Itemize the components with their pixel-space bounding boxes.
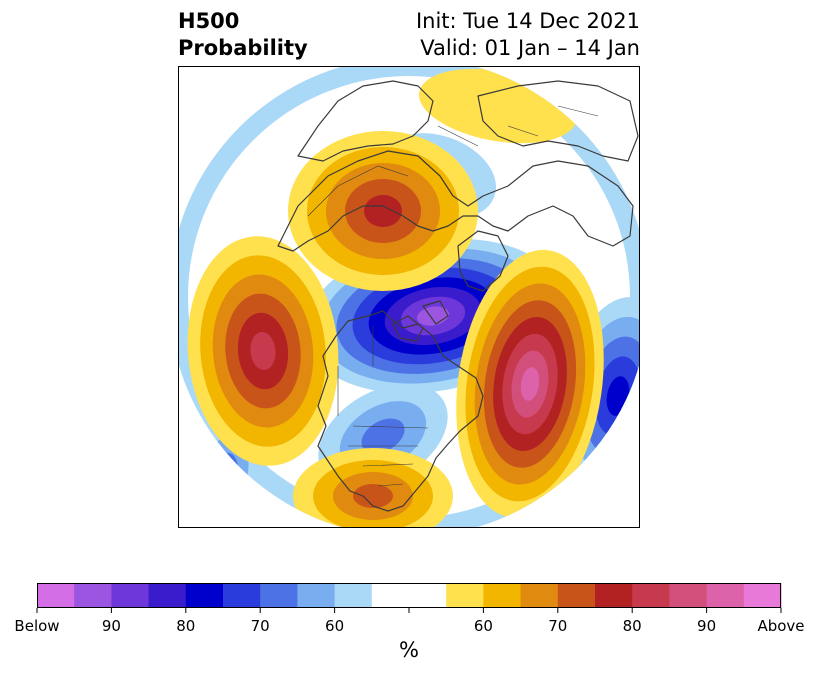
colorbar-tick-label: 90: [697, 617, 717, 635]
colorbar-swatch: [632, 583, 670, 608]
colorbar-swatch: [297, 583, 336, 608]
colorbar-tick-label: 70: [250, 617, 270, 635]
colorbar-swatch: [334, 583, 373, 608]
colorbar-tick-label: Below: [14, 617, 60, 635]
colorbar-swatch: [260, 583, 298, 608]
colorbar-swatch: [669, 583, 708, 608]
pacific-above-level: [520, 367, 540, 401]
colorbar-unit-label: %: [399, 638, 419, 662]
colorbar-swatch: [520, 583, 559, 608]
map-title-right: Init: Tue 14 Dec 2021 Valid: 01 Jan – 14…: [340, 8, 640, 62]
colorbar-tick-label: 60: [473, 617, 493, 635]
colorbar-swatch: [111, 583, 150, 608]
colorbar-swatch: [185, 583, 224, 608]
colorbar-tick-label: 80: [622, 617, 642, 635]
colorbar-swatch: [148, 583, 187, 608]
country-borders: [307, 105, 599, 487]
canadian-archipelago: [392, 300, 449, 342]
colorbar-swatch: [409, 583, 447, 608]
colorbar-tick-label: Above: [757, 617, 805, 635]
title-valid: Valid: 01 Jan – 14 Jan: [420, 36, 640, 60]
colorbar-swatch: [446, 583, 484, 608]
colorbar-tick-label: 70: [548, 617, 568, 635]
probability-shading: [178, 66, 640, 528]
europe-above-level: [364, 195, 402, 227]
colorbar-swatch: [595, 583, 633, 608]
colorbar-border: [37, 583, 781, 608]
gulf-above-level: [353, 484, 393, 508]
west-above-level: [250, 331, 276, 371]
continent-outlines: [277, 80, 639, 512]
eurasia-coast: [277, 150, 634, 252]
colorbar: [36, 583, 782, 613]
north-america-coast: [317, 310, 484, 512]
colorbar-swatch: [743, 583, 782, 608]
title-init: Init: Tue 14 Dec 2021: [415, 9, 640, 33]
greenland-coast: [457, 230, 509, 292]
probability-map: [178, 66, 640, 528]
colorbar-swatch: [483, 583, 522, 608]
colorbar-swatch: [706, 583, 745, 608]
colorbar-swatch: [371, 583, 410, 608]
title-product: Probability: [178, 36, 308, 60]
colorbar-tick-label: 90: [101, 617, 121, 635]
map-title-left: H500 Probability: [178, 8, 308, 62]
colorbar-swatch: [557, 583, 596, 608]
colorbar-swatch: [223, 583, 261, 608]
colorbar-swatch: [74, 583, 112, 608]
colorbar-tick-label: 80: [176, 617, 196, 635]
colorbar-tick-label: 60: [325, 617, 345, 635]
title-variable: H500: [178, 9, 240, 33]
russia-outline: [477, 80, 639, 162]
europe-coast: [297, 80, 434, 162]
colorbar-swatch: [37, 583, 75, 608]
